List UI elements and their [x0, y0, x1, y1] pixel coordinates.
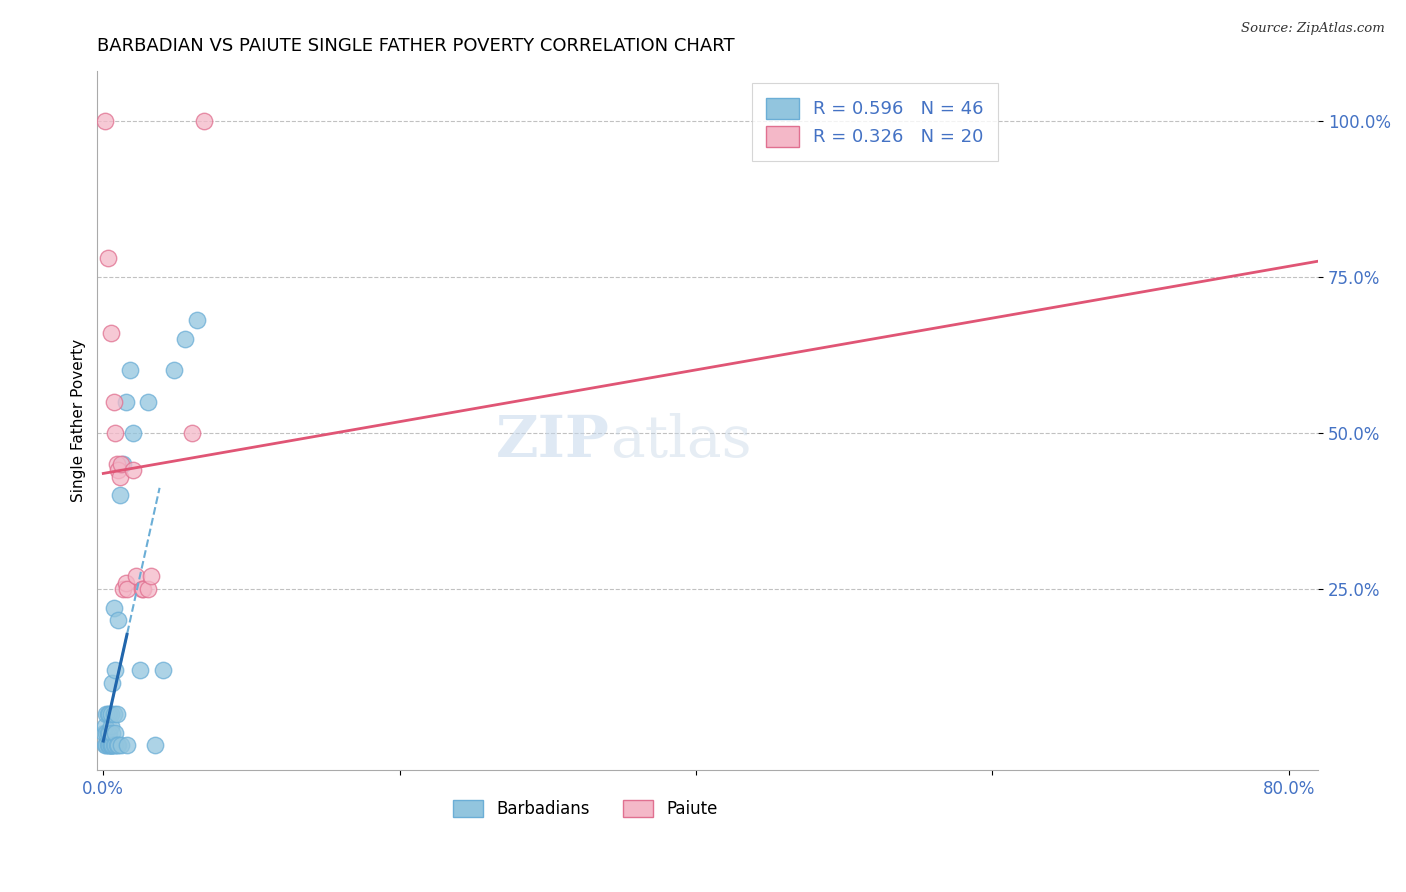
Point [181, 425, 204, 440]
Y-axis label: Single Father Poverty: Single Father Poverty [72, 339, 86, 502]
Point [193, 113, 215, 128]
Point [100, 719, 122, 733]
Point [104, 725, 127, 739]
Point [122, 463, 145, 477]
Point [114, 575, 136, 590]
Point [139, 569, 162, 583]
Point [103, 706, 125, 721]
Point [152, 663, 174, 677]
Point [143, 738, 166, 752]
Point [97, 738, 120, 752]
Point [111, 457, 134, 471]
Point [115, 582, 138, 596]
Point [129, 663, 152, 677]
Point [105, 457, 128, 471]
Point [105, 738, 128, 752]
Point [98, 706, 121, 721]
Point [108, 469, 131, 483]
Point [101, 725, 124, 739]
Point [96, 738, 118, 752]
Point [94, 738, 117, 752]
Point [173, 332, 195, 346]
Point [108, 488, 131, 502]
Point [101, 738, 124, 752]
Point [98, 725, 121, 739]
Point [94, 719, 117, 733]
Point [98, 738, 121, 752]
Point [122, 425, 145, 440]
Point [101, 675, 124, 690]
Point [131, 582, 153, 596]
Point [163, 363, 186, 377]
Point [107, 613, 129, 627]
Point [104, 425, 127, 440]
Point [132, 582, 155, 596]
Point [103, 600, 125, 615]
Point [118, 363, 141, 377]
Text: Source: ZipAtlas.com: Source: ZipAtlas.com [1241, 22, 1385, 36]
Point [186, 313, 208, 327]
Point [114, 394, 136, 409]
Point [100, 738, 122, 752]
Point [104, 663, 127, 677]
Point [97, 251, 120, 265]
Text: ZIP: ZIP [496, 413, 610, 469]
Point [136, 582, 159, 596]
Point [110, 457, 132, 471]
Point [101, 738, 124, 752]
Point [96, 725, 118, 739]
Point [125, 569, 148, 583]
Point [100, 706, 122, 721]
Point [100, 738, 122, 752]
Point [103, 394, 125, 409]
Point [98, 738, 121, 752]
Point [111, 582, 134, 596]
Point [104, 738, 127, 752]
Point [105, 706, 128, 721]
Point [93, 725, 115, 739]
Text: atlas: atlas [610, 413, 752, 469]
Legend: Barbadians, Paiute: Barbadians, Paiute [447, 793, 725, 824]
Point [100, 738, 122, 752]
Point [107, 738, 129, 752]
Point [115, 738, 138, 752]
Point [103, 738, 125, 752]
Text: BARBADIAN VS PAIUTE SINGLE FATHER POVERTY CORRELATION CHART: BARBADIAN VS PAIUTE SINGLE FATHER POVERT… [97, 37, 735, 55]
Point [100, 326, 122, 340]
Point [110, 738, 132, 752]
Point [97, 706, 120, 721]
Point [136, 394, 159, 409]
Point [97, 725, 120, 739]
Point [96, 706, 118, 721]
Point [107, 463, 129, 477]
Point [94, 113, 117, 128]
